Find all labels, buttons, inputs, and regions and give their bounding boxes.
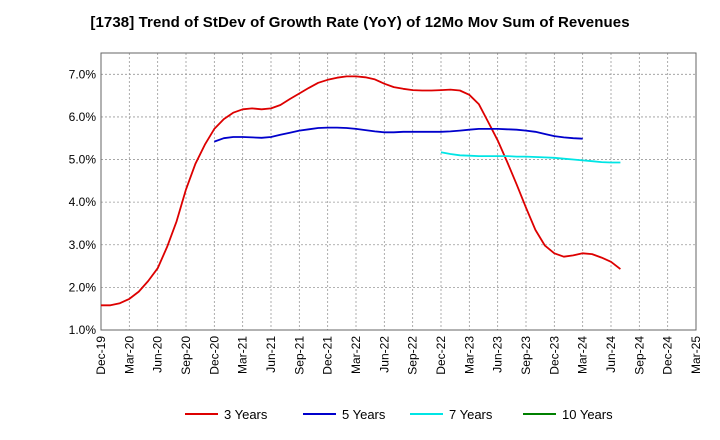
x-tick-label: Mar-21 [236, 336, 250, 374]
y-tick-label: 5.0% [69, 153, 97, 167]
x-tick-label: Dec-23 [547, 336, 561, 375]
x-tick-label: Dec-20 [207, 336, 221, 375]
x-tick-label: Mar-20 [122, 336, 136, 374]
y-tick-label: 4.0% [69, 195, 97, 209]
legend-label-5-years: 5 Years [342, 407, 386, 422]
x-tick-label: Dec-22 [434, 336, 448, 375]
x-tick-label: Mar-23 [462, 336, 476, 374]
legend-label-7-years: 7 Years [449, 407, 493, 422]
x-tick-label: Jun-24 [604, 336, 618, 373]
x-tick-label: Sep-22 [406, 336, 420, 375]
chart-title: [1738] Trend of StDev of Growth Rate (Yo… [90, 14, 630, 31]
x-tick-label: Sep-20 [179, 336, 193, 375]
plot-area [101, 53, 696, 330]
x-tick-label: Sep-21 [292, 336, 306, 375]
x-tick-label: Dec-21 [321, 336, 335, 375]
y-tick-label: 1.0% [69, 323, 97, 337]
x-tick-label: Mar-22 [349, 336, 363, 374]
x-tick-label: Mar-25 [689, 336, 703, 374]
y-tick-label: 2.0% [69, 280, 97, 294]
y-tick-label: 3.0% [69, 238, 97, 252]
series-line-3-years [101, 75, 621, 307]
series-line-7-years [440, 151, 621, 164]
series-line-5-years [213, 126, 583, 143]
y-tick-label: 6.0% [69, 110, 97, 124]
x-axis-ticks: Dec-19 Mar-20 Jun-20 Sep-20 Dec-20 Mar-21 Jun-… [94, 336, 703, 375]
series-lines [101, 75, 621, 307]
x-tick-label: Jun-20 [151, 336, 165, 373]
x-tick-label: Sep-24 [632, 336, 646, 375]
x-tick-label: Jun-23 [491, 336, 505, 373]
x-tick-label: Dec-24 [661, 336, 675, 375]
y-axis-ticks: 1.0% 2.0% 3.0% 4.0% 5.0% 6.0% 7.0% [69, 67, 97, 337]
legend-label-3-years: 3 Years [224, 407, 268, 422]
x-tick-label: Jun-22 [377, 336, 391, 373]
plot-frame [100, 52, 697, 331]
x-tick-label: Dec-19 [94, 336, 108, 375]
legend: 3 Years 5 Years 7 Years 10 Years [185, 407, 613, 422]
y-tick-label: 7.0% [69, 67, 97, 81]
x-tick-label: Jun-21 [264, 336, 278, 373]
axes [100, 52, 697, 331]
x-tick-label: Mar-24 [576, 336, 590, 374]
legend-label-10-years: 10 Years [562, 407, 613, 422]
x-tick-label: Sep-23 [519, 336, 533, 375]
